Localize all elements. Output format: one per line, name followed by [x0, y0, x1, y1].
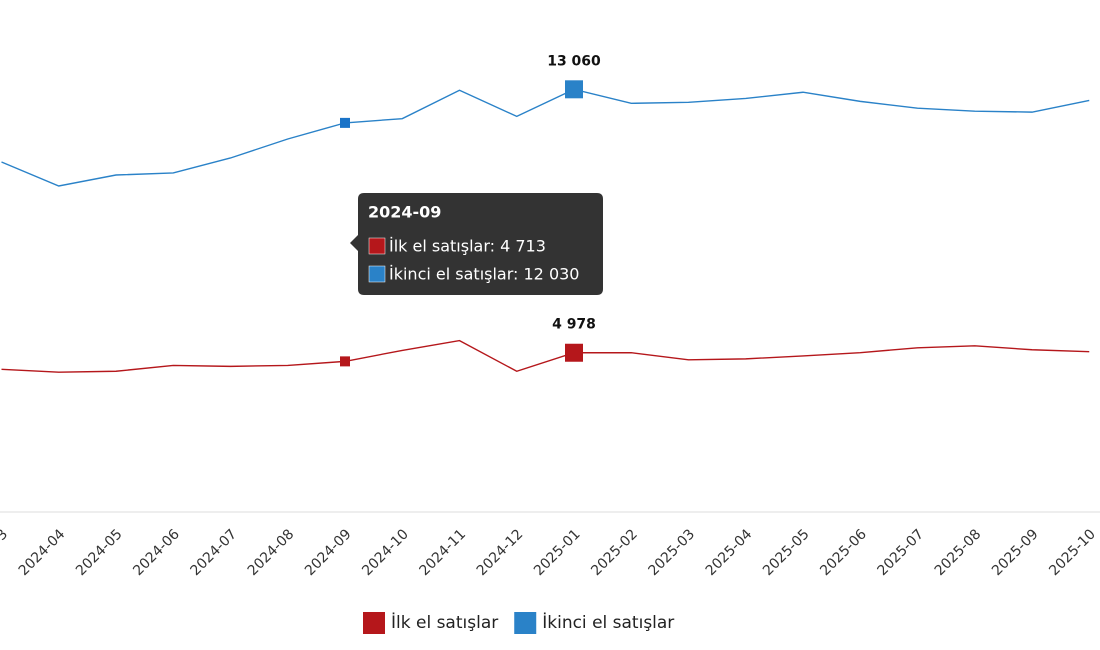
series-line — [1, 339, 1090, 373]
x-tick-label: 2024-03 — [0, 526, 11, 579]
x-tick-label: 2025-04 — [703, 526, 756, 579]
x-tick-label: 2025-02 — [588, 526, 641, 579]
x-tick-label: 2025-09 — [989, 526, 1042, 579]
x-tick-label: 2024-11 — [416, 526, 469, 579]
highlight-marker — [565, 80, 583, 99]
tooltip-title: 2024-09 — [368, 203, 441, 222]
x-tick-label: 2024-05 — [73, 526, 126, 579]
legend-swatch — [514, 612, 537, 634]
hover-marker — [340, 117, 350, 128]
data-label: 4 978 — [552, 317, 596, 333]
x-tick-label: 2024-12 — [474, 526, 527, 579]
x-tick-label: 2024-04 — [16, 526, 69, 579]
highlight-marker — [565, 343, 583, 362]
tooltip-box — [350, 193, 603, 295]
x-tick-label: 2024-06 — [130, 526, 183, 579]
x-tick-label: 2024-08 — [245, 526, 298, 579]
x-tick-label: 2025-08 — [932, 526, 985, 579]
hover-marker — [340, 356, 350, 367]
legend-label: İkinci el satışlar — [542, 612, 674, 633]
series-line — [1, 88, 1090, 187]
tooltip-line: İkinci el satışlar: 12 030 — [389, 265, 579, 284]
tooltip-swatch — [368, 237, 386, 255]
x-tick-label: 2025-06 — [817, 526, 870, 579]
x-tick-label: 2025-03 — [645, 526, 698, 579]
x-tick-label: 2025-01 — [531, 526, 584, 579]
data-label: 13 060 — [547, 53, 601, 69]
x-tick-label: 2025-07 — [874, 526, 927, 579]
x-tick-label: 2024-09 — [302, 526, 355, 579]
legend-swatch — [363, 612, 385, 634]
tooltip-swatch — [368, 265, 386, 283]
tooltip-line: İlk el satışlar: 4 713 — [389, 237, 546, 256]
x-tick-label: 2025-10 — [1046, 526, 1099, 579]
legend-label: İlk el satışlar — [391, 612, 498, 633]
x-tick-label: 2025-05 — [760, 526, 813, 579]
x-tick-label: 2024-07 — [187, 526, 240, 579]
x-tick-label: 2024-10 — [359, 526, 412, 579]
